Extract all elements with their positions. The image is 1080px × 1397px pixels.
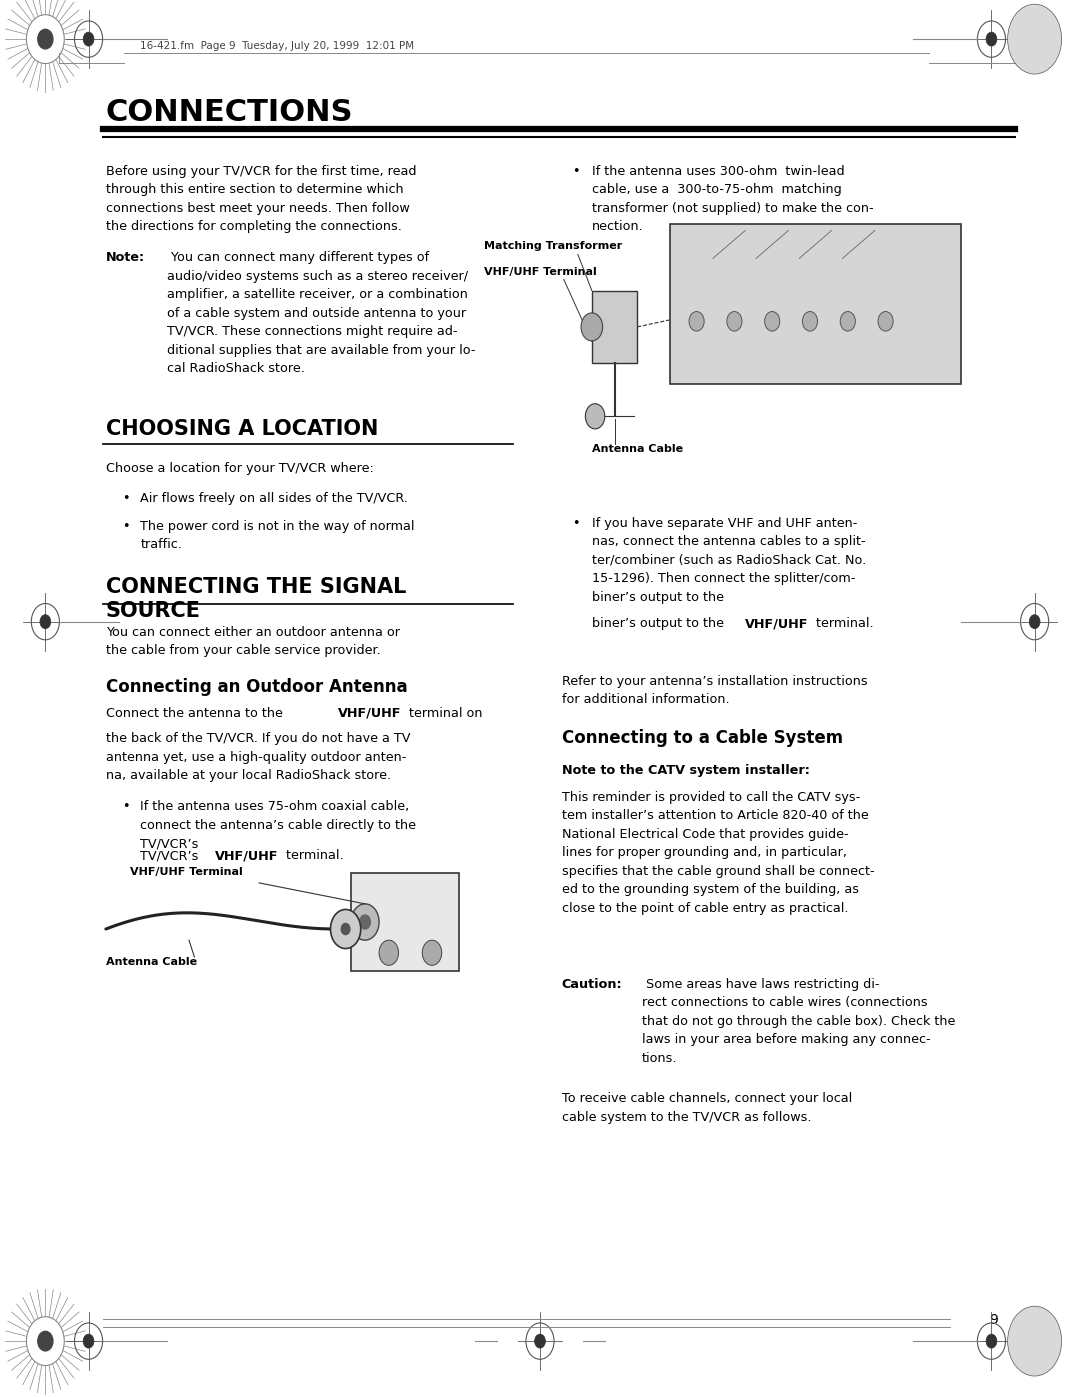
Text: This reminder is provided to call the CATV sys-
tem installer’s attention to Art: This reminder is provided to call the CA… (562, 791, 874, 915)
Text: VHF/UHF: VHF/UHF (215, 849, 279, 862)
Text: •: • (572, 165, 580, 177)
Text: biner’s output to the: biner’s output to the (592, 617, 728, 630)
Text: Note to the CATV system installer:: Note to the CATV system installer: (562, 764, 810, 777)
Circle shape (1008, 1306, 1062, 1376)
Circle shape (341, 923, 350, 935)
Text: VHF/UHF Terminal: VHF/UHF Terminal (130, 868, 242, 877)
Circle shape (422, 940, 442, 965)
Circle shape (1024, 1327, 1045, 1355)
Text: VHF/UHF Terminal: VHF/UHF Terminal (484, 267, 596, 277)
Circle shape (581, 313, 603, 341)
Circle shape (83, 32, 94, 46)
Circle shape (1018, 1320, 1051, 1362)
Circle shape (330, 909, 361, 949)
Text: Antenna Cable: Antenna Cable (106, 957, 197, 967)
Text: Connect the antenna to the: Connect the antenna to the (106, 707, 286, 719)
Text: You can connect either an outdoor antenna or
the cable from your cable service p: You can connect either an outdoor antenn… (106, 626, 400, 658)
Circle shape (1018, 18, 1051, 60)
Circle shape (727, 312, 742, 331)
Circle shape (840, 312, 855, 331)
Text: To receive cable channels, connect your local
cable system to the TV/VCR as foll: To receive cable channels, connect your … (562, 1092, 852, 1125)
Text: •: • (122, 492, 130, 504)
Circle shape (878, 312, 893, 331)
Text: Connecting an Outdoor Antenna: Connecting an Outdoor Antenna (106, 678, 407, 696)
Text: Before using your TV/VCR for the first time, read
through this entire section to: Before using your TV/VCR for the first t… (106, 165, 417, 233)
Text: Matching Transformer: Matching Transformer (484, 242, 622, 251)
Text: 9: 9 (989, 1313, 998, 1327)
Text: If the antenna uses 300-ohm  twin-lead
cable, use a  300-to-75-ohm  matching
tra: If the antenna uses 300-ohm twin-lead ca… (592, 165, 874, 233)
Circle shape (802, 312, 818, 331)
Circle shape (351, 904, 379, 940)
Circle shape (379, 940, 399, 965)
Text: •: • (122, 800, 130, 813)
Text: terminal.: terminal. (812, 617, 874, 630)
Text: Some areas have laws restricting di-
rect connections to cable wires (connection: Some areas have laws restricting di- rec… (642, 978, 955, 1065)
Text: Choose a location for your TV/VCR where:: Choose a location for your TV/VCR where: (106, 462, 374, 475)
Circle shape (38, 1331, 53, 1351)
Text: 16-421.fm  Page 9  Tuesday, July 20, 1999  12:01 PM: 16-421.fm Page 9 Tuesday, July 20, 1999 … (140, 41, 415, 52)
Circle shape (765, 312, 780, 331)
Text: •: • (122, 520, 130, 532)
Text: Refer to your antenna’s installation instructions
for additional information.: Refer to your antenna’s installation ins… (562, 675, 867, 707)
Circle shape (986, 1334, 997, 1348)
FancyBboxPatch shape (351, 873, 459, 971)
Circle shape (1029, 1334, 1040, 1348)
Circle shape (26, 1316, 64, 1366)
Text: If the antenna uses 75-ohm coaxial cable,
connect the antenna’s cable directly t: If the antenna uses 75-ohm coaxial cable… (140, 800, 417, 851)
Text: the back of the TV/VCR. If you do not have a TV
antenna yet, use a high-quality : the back of the TV/VCR. If you do not ha… (106, 732, 410, 782)
Text: CONNECTIONS: CONNECTIONS (106, 98, 353, 127)
Circle shape (26, 15, 64, 64)
Text: CHOOSING A LOCATION: CHOOSING A LOCATION (106, 419, 378, 439)
Circle shape (40, 615, 51, 629)
Circle shape (585, 404, 605, 429)
Circle shape (360, 915, 370, 929)
Circle shape (1008, 4, 1062, 74)
Circle shape (1024, 25, 1045, 53)
Text: Caution:: Caution: (562, 978, 622, 990)
Text: •: • (572, 517, 580, 529)
Circle shape (535, 1334, 545, 1348)
Circle shape (1029, 615, 1040, 629)
Text: VHF/UHF: VHF/UHF (745, 617, 809, 630)
Text: You can connect many different types of
audio/video systems such as a stereo rec: You can connect many different types of … (167, 251, 476, 376)
Text: If you have separate VHF and UHF anten-
nas, connect the antenna cables to a spl: If you have separate VHF and UHF anten- … (592, 517, 866, 604)
Circle shape (1029, 32, 1040, 46)
FancyBboxPatch shape (670, 224, 961, 384)
Text: The power cord is not in the way of normal
traffic.: The power cord is not in the way of norm… (140, 520, 415, 552)
FancyBboxPatch shape (592, 291, 637, 363)
Text: TV/VCR’s: TV/VCR’s (140, 849, 203, 862)
Text: VHF/UHF: VHF/UHF (338, 707, 402, 719)
Text: Air flows freely on all sides of the TV/VCR.: Air flows freely on all sides of the TV/… (140, 492, 408, 504)
Circle shape (38, 29, 53, 49)
Text: Antenna Cable: Antenna Cable (592, 444, 683, 454)
Text: Note:: Note: (106, 251, 145, 264)
Text: Connecting to a Cable System: Connecting to a Cable System (562, 729, 842, 747)
Text: terminal on: terminal on (405, 707, 483, 719)
Circle shape (1013, 1313, 1056, 1369)
Text: terminal.: terminal. (282, 849, 343, 862)
Circle shape (689, 312, 704, 331)
Circle shape (83, 1334, 94, 1348)
Circle shape (1013, 11, 1056, 67)
Circle shape (986, 32, 997, 46)
Text: CONNECTING THE SIGNAL
SOURCE: CONNECTING THE SIGNAL SOURCE (106, 577, 406, 620)
